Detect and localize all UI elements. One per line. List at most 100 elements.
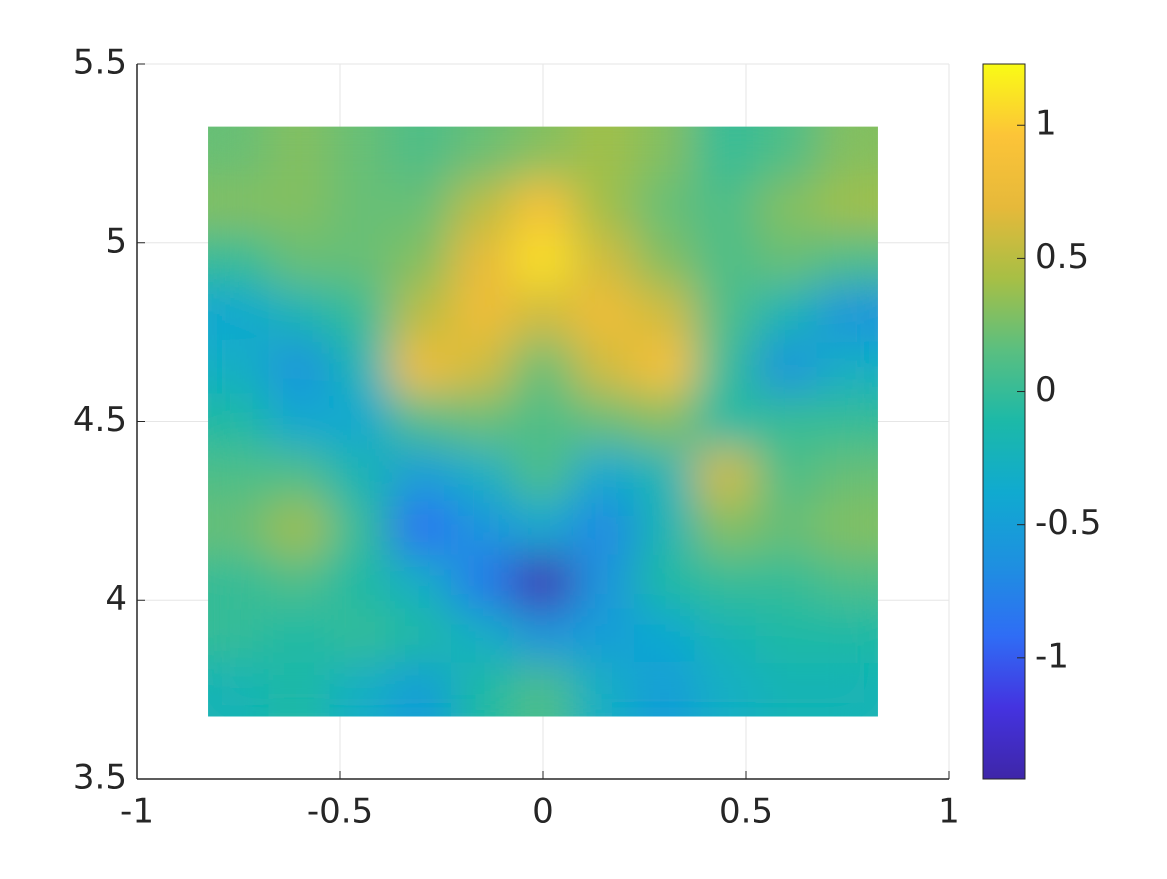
heatmap-cell	[512, 126, 574, 181]
heatmap-cell	[816, 340, 878, 396]
heatmap-cell	[390, 447, 453, 503]
heatmap-cell	[816, 394, 878, 449]
heatmap	[208, 126, 878, 717]
heatmap-cell	[694, 447, 757, 503]
heatmap-cell	[572, 447, 635, 503]
heatmap-cell	[572, 126, 635, 181]
heatmap-cell	[572, 662, 635, 717]
heatmap-cell	[512, 447, 574, 503]
heatmap-cell	[816, 608, 878, 664]
heatmap-cell	[390, 662, 453, 717]
heatmap-cell	[755, 501, 818, 557]
heatmap-cell	[329, 286, 392, 342]
heatmap-cell	[512, 179, 574, 235]
colorbar-tick-label: 0	[1035, 370, 1057, 410]
heatmap-cell	[512, 555, 574, 610]
heatmap-cell	[694, 608, 757, 664]
heatmap-cell	[329, 126, 392, 181]
colorbar-tick-label: 1	[1035, 104, 1057, 144]
heatmap-cell	[329, 555, 392, 610]
heatmap-cell	[816, 233, 878, 288]
heatmap-cell	[451, 233, 514, 288]
heatmap-cell	[390, 286, 453, 342]
heatmap-cell	[451, 608, 514, 664]
heatmap-cell	[329, 501, 392, 557]
heatmap-cell	[694, 179, 757, 235]
heatmap-cell	[329, 662, 392, 717]
heatmap-cell	[694, 233, 757, 288]
heatmap-cell	[390, 394, 453, 449]
heatmap-cell	[451, 501, 514, 557]
heatmap-cell	[572, 179, 635, 235]
x-tick-label: 0.5	[719, 792, 773, 832]
colorbar	[982, 63, 1026, 780]
heatmap-cell	[755, 179, 818, 235]
colorbar-tick-label: -0.5	[1035, 503, 1101, 543]
heatmap-cell	[268, 126, 331, 181]
x-tick-label: -0.5	[307, 792, 373, 832]
heatmap-cell	[633, 340, 696, 396]
heatmap-cell	[755, 555, 818, 610]
heatmap-cell	[755, 394, 818, 449]
heatmap-cell	[633, 501, 696, 557]
heatmap-cell	[268, 286, 331, 342]
heatmap-cell	[572, 340, 635, 396]
heatmap-cell	[208, 501, 270, 557]
heatmap-cell	[572, 233, 635, 288]
heatmap-cell	[329, 447, 392, 503]
heatmap-cell	[390, 340, 453, 396]
heatmap-cell	[512, 286, 574, 342]
heatmap-cell	[268, 340, 331, 396]
heatmap-cell	[390, 179, 453, 235]
y-tick-label: 4	[105, 579, 127, 619]
heatmap-cell	[633, 447, 696, 503]
heatmap-cell	[451, 555, 514, 610]
heatmap-cell	[208, 286, 270, 342]
heatmap-cell	[633, 179, 696, 235]
heatmap-cell	[329, 233, 392, 288]
x-tick-label: -1	[120, 792, 154, 832]
heatmap-cell	[208, 179, 270, 235]
heatmap-cell	[208, 394, 270, 449]
heatmap-cell	[329, 340, 392, 396]
heatmap-cell	[390, 555, 453, 610]
heatmap-cell	[268, 555, 331, 610]
heatmap-cell	[451, 447, 514, 503]
heatmap-cell	[208, 447, 270, 503]
heatmap-cell	[816, 662, 878, 717]
heatmap-cell	[755, 340, 818, 396]
heatmap-cell	[633, 286, 696, 342]
heatmap-cell	[268, 501, 331, 557]
heatmap-cell	[755, 126, 818, 181]
heatmap-cell	[268, 394, 331, 449]
heatmap-cell	[512, 233, 574, 288]
heatmap-cell	[268, 608, 331, 664]
heatmap-cell	[572, 286, 635, 342]
heatmap-cell	[512, 340, 574, 396]
heatmap-cells	[208, 126, 878, 717]
heatmap-cell	[755, 233, 818, 288]
heatmap-cell	[816, 126, 878, 181]
heatmap-cell	[633, 662, 696, 717]
heatmap-cell	[268, 662, 331, 717]
heatmap-cell	[512, 394, 574, 449]
heatmap-cell	[572, 608, 635, 664]
heatmap-cell	[268, 179, 331, 235]
heatmap-cell	[268, 447, 331, 503]
heatmap-cell	[329, 608, 392, 664]
heatmap-cell	[816, 501, 878, 557]
heatmap-cell	[512, 608, 574, 664]
heatmap-cell	[755, 662, 818, 717]
heatmap-cell	[512, 501, 574, 557]
heatmap-cell	[451, 286, 514, 342]
heatmap-cell	[208, 340, 270, 396]
heatmap-cell	[694, 662, 757, 717]
y-tick-label: 3.5	[73, 758, 127, 798]
heatmap-cell	[572, 555, 635, 610]
heatmap-cell	[633, 126, 696, 181]
heatmap-cell	[816, 555, 878, 610]
heatmap-cell	[390, 126, 453, 181]
heatmap-cell	[451, 662, 514, 717]
heatmap-cell	[694, 126, 757, 181]
